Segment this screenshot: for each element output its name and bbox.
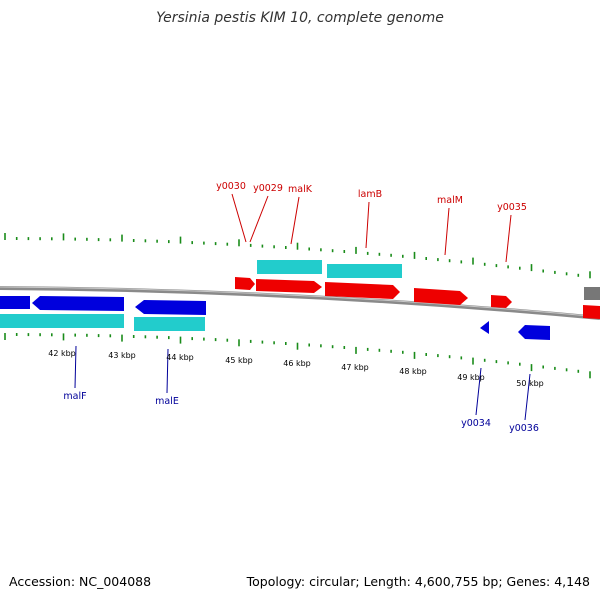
cds-band <box>134 317 205 331</box>
gene-label-y0035[interactable]: y0035 <box>497 202 527 213</box>
gene-right-edge[interactable] <box>583 305 600 319</box>
gene-label-malF[interactable]: malF <box>63 391 86 402</box>
gene-label-lamB[interactable]: lamB <box>358 189 382 200</box>
gene-malE[interactable] <box>135 300 206 315</box>
gene-label-malK[interactable]: malK <box>288 184 313 195</box>
topology-summary: Topology: circular; Length: 4,600,755 bp… <box>246 574 590 589</box>
gene-label-malE[interactable]: malE <box>155 396 179 407</box>
gene-malF[interactable] <box>32 296 124 311</box>
reverse-label-leaders <box>74 345 531 421</box>
scale-label: 49 kbp <box>457 373 485 382</box>
gene-y0030[interactable] <box>235 277 255 290</box>
outer-tick-track <box>4 233 591 279</box>
gene-label-y0036[interactable]: y0036 <box>509 423 539 434</box>
accession-label: Accession: NC_004088 <box>9 574 152 589</box>
scale-label: 42 kbp <box>48 349 76 358</box>
forward-cds-track <box>257 260 402 278</box>
scale-label: 45 kbp <box>225 356 253 365</box>
reverse-gene-labels: malF malE y0034 y0036 <box>63 391 539 434</box>
gene-label-malM[interactable]: malM <box>437 195 463 206</box>
scale-label: 46 kbp <box>283 359 311 368</box>
inner-tick-track <box>4 333 591 379</box>
forward-gene-track <box>235 277 600 319</box>
gene-y0034[interactable] <box>480 321 489 334</box>
gene-other[interactable] <box>584 287 600 300</box>
gene-malM[interactable] <box>414 288 468 305</box>
scale-label: 50 kbp <box>516 379 544 388</box>
scale-label: 48 kbp <box>399 367 427 376</box>
cds-band <box>327 264 402 278</box>
reverse-gene-track <box>0 296 550 340</box>
gene-malK[interactable] <box>256 279 322 293</box>
reverse-cds-track <box>0 314 205 331</box>
gene-y0035[interactable] <box>491 295 512 308</box>
gene-label-y0034[interactable]: y0034 <box>461 418 491 429</box>
gene-lamB[interactable] <box>325 282 400 299</box>
gene-reverse-left[interactable] <box>0 296 30 309</box>
forward-label-leaders <box>231 193 512 263</box>
scale-label: 47 kbp <box>341 363 369 372</box>
scale-label: 43 kbp <box>108 351 136 360</box>
scale-labels: 42 kbp 43 kbp 44 kbp 45 kbp 46 kbp 47 kb… <box>48 349 544 388</box>
gene-y0036[interactable] <box>518 325 550 340</box>
scale-label: 44 kbp <box>166 353 194 362</box>
forward-gene-labels: y0030 y0029 malK lamB malM y0035 <box>216 181 527 213</box>
gene-label-y0030[interactable]: y0030 <box>216 181 246 192</box>
cds-band <box>257 260 322 274</box>
genome-backbone <box>0 286 600 320</box>
cds-band <box>0 314 124 328</box>
gene-label-y0029[interactable]: y0029 <box>253 183 283 194</box>
map-title: Yersinia pestis KIM 10, complete genome <box>156 10 444 26</box>
